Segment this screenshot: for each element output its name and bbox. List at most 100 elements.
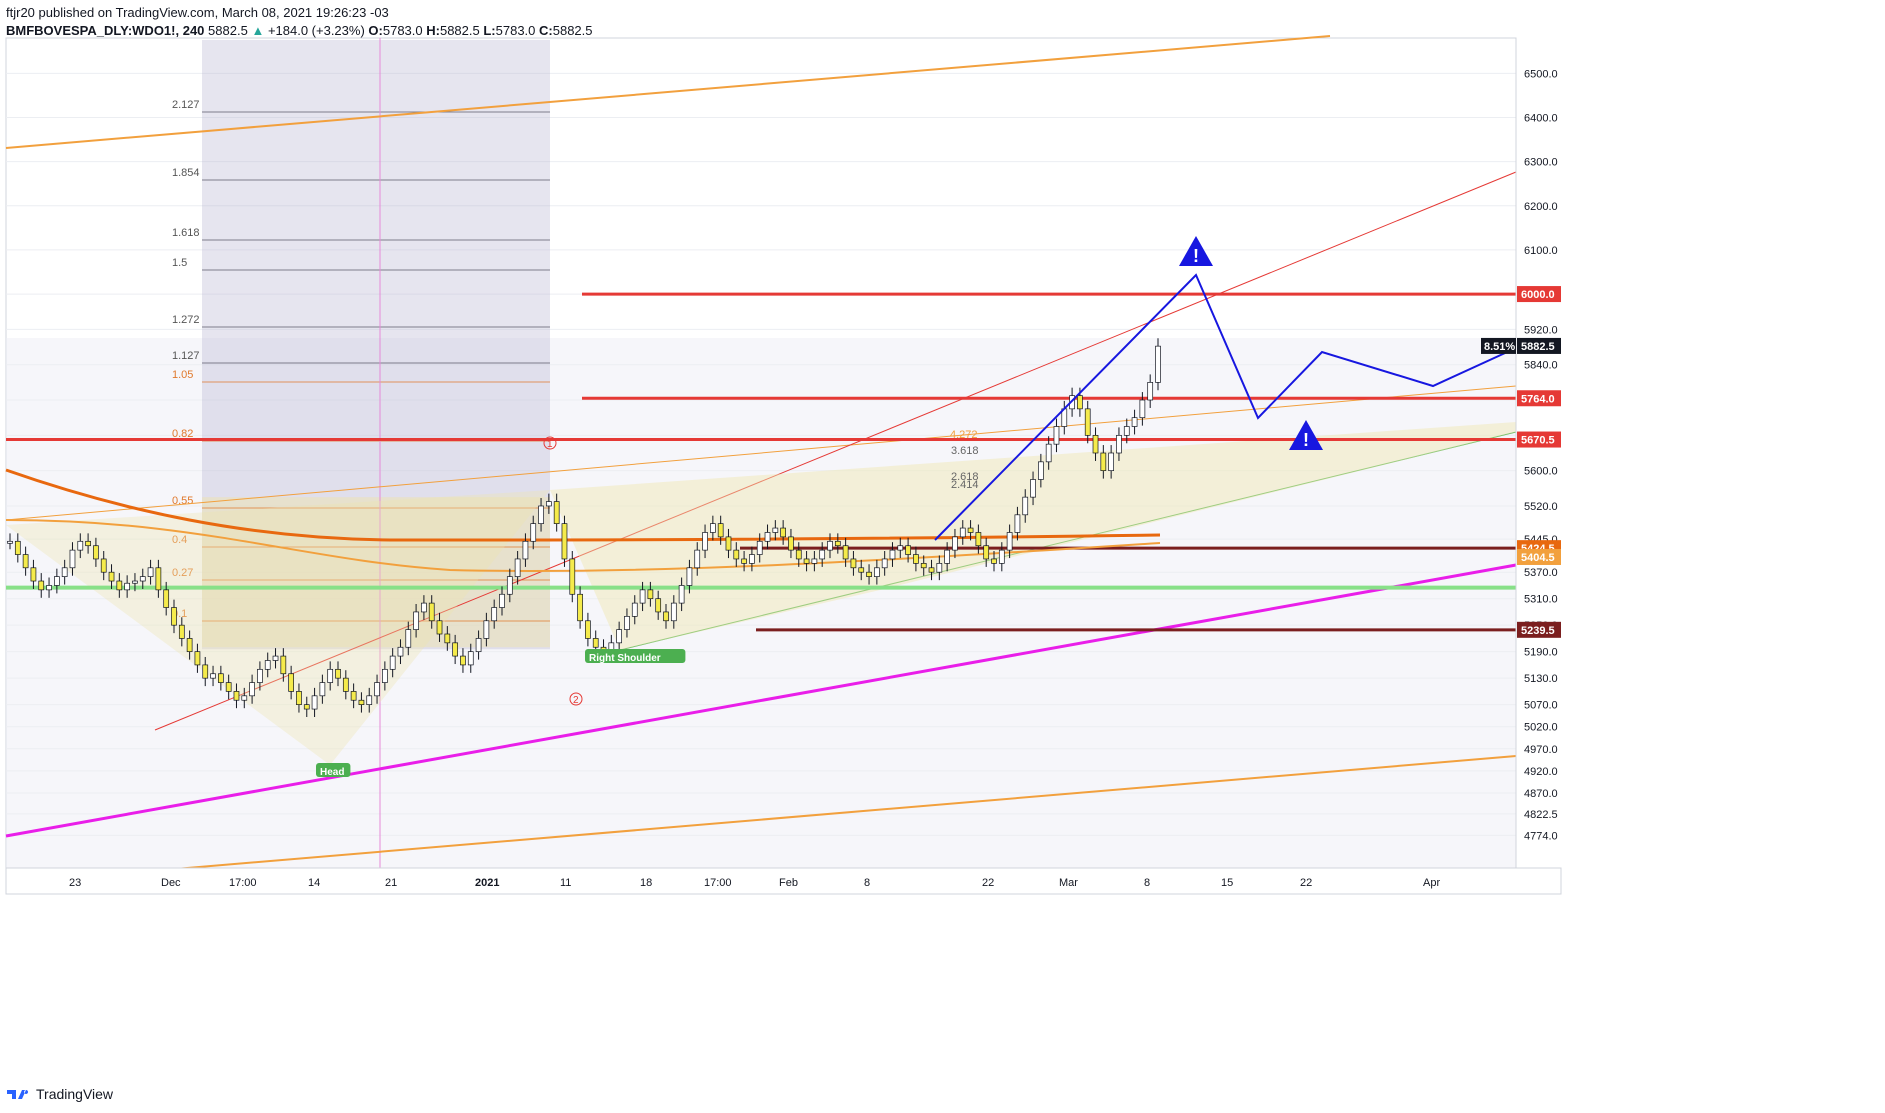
- green-trendline: [619, 431, 1517, 651]
- candle-body: [663, 611, 669, 622]
- candle-body: [178, 624, 185, 639]
- candle-body: [811, 558, 818, 564]
- candle-body: [69, 549, 76, 569]
- candle-body: [366, 695, 373, 705]
- candle-body: [897, 545, 904, 551]
- price-axis-tick-label: 6100.0: [1524, 245, 1558, 257]
- candle-body: [147, 567, 154, 577]
- candle-body: [772, 527, 779, 533]
- price-badge-bg: [1517, 431, 1561, 448]
- price-axis-tick-label: 6200.0: [1524, 201, 1558, 213]
- candle-body: [647, 589, 654, 600]
- candle-body: [686, 567, 693, 586]
- low-value: 5783.0: [495, 23, 536, 38]
- price-axis-tick-label: 5130.0: [1524, 673, 1558, 685]
- price-axis-tick-label: 5600.0: [1524, 466, 1558, 478]
- candle-body: [1038, 461, 1044, 480]
- close-value: 5882.5: [552, 23, 593, 38]
- price-badge-bg: [1517, 548, 1561, 565]
- time-axis-tick-label: 17:00: [229, 877, 257, 889]
- candle-body: [530, 523, 537, 542]
- candle-body: [983, 545, 990, 560]
- time-axis-tick-label: Dec: [161, 877, 181, 889]
- price-axis-tick-label: 4970.0: [1524, 744, 1558, 756]
- pattern-label-bg: [585, 649, 686, 663]
- last-price: 5882.5: [208, 23, 248, 38]
- candle-body: [866, 571, 872, 577]
- candle-body: [827, 540, 833, 551]
- candle-body: [264, 660, 271, 670]
- fib-level-label: 1.127: [172, 350, 200, 362]
- candle-body: [749, 554, 755, 564]
- candle-body: [1006, 532, 1013, 551]
- price-badge: 5404.5: [1521, 552, 1555, 564]
- candle-body: [710, 523, 716, 533]
- candle-body: [1022, 496, 1029, 516]
- candle-body: [93, 545, 99, 560]
- time-axis-tick-label: 22: [982, 877, 994, 889]
- fib-level-label: 1.5: [172, 257, 187, 269]
- price-axis-tick-label: 5840.0: [1524, 360, 1558, 372]
- candle-body: [296, 691, 302, 705]
- candle-body: [428, 602, 435, 622]
- price-axis-tick-label: 5920.0: [1524, 324, 1558, 336]
- brand-name[interactable]: TradingView: [36, 1086, 114, 1102]
- candle-body: [30, 567, 37, 582]
- candle-body: [850, 558, 857, 569]
- time-axis-tick-label: 18: [640, 877, 652, 889]
- fib-level-label: 0.82: [172, 428, 193, 440]
- time-axis-tick-label: 17:00: [704, 877, 732, 889]
- candle-body: [1014, 514, 1021, 533]
- price-badge: 5882.5: [1521, 341, 1555, 353]
- symbol[interactable]: BMFBOVESPA_DLY:WDO1!, 240: [6, 23, 205, 38]
- candle-body: [108, 571, 115, 582]
- moving-average-2: [5, 519, 1161, 572]
- candle-body: [920, 563, 927, 569]
- candle-body: [303, 704, 310, 710]
- price-axis-tick-label: 6300.0: [1524, 157, 1558, 169]
- wave-label: 2: [573, 695, 579, 706]
- candle-body: [1030, 479, 1036, 498]
- price-axis-tick-label: 4822.5: [1524, 809, 1558, 821]
- price-axis-tick-label: 5190.0: [1524, 647, 1558, 659]
- candle-body: [592, 638, 599, 648]
- fib-small-label: 2.618: [951, 471, 979, 483]
- time-axis-tick-label: Feb: [779, 877, 798, 889]
- price-axis-tick-label: 5310.0: [1524, 594, 1558, 606]
- chart-header: ftjr20 published on TradingView.com, Mar…: [6, 4, 593, 40]
- projection-path: [934, 273, 1517, 541]
- candle-body: [1053, 426, 1060, 445]
- candle-body: [913, 554, 919, 564]
- candle-body: [795, 549, 802, 560]
- fib-level-label: 1.618: [172, 227, 200, 239]
- candle-body: [1077, 395, 1083, 410]
- red-trendline: [154, 171, 1517, 731]
- time-axis-tick-label: Apr: [1423, 877, 1440, 889]
- fib-level-label: 1.272: [172, 314, 200, 326]
- candle-body: [7, 540, 13, 544]
- candle-body: [272, 655, 279, 661]
- candle-body: [944, 549, 950, 564]
- candle-body: [928, 567, 935, 573]
- candle-body: [467, 651, 474, 666]
- candle-body: [382, 668, 388, 683]
- price-badge-bg: [1517, 390, 1561, 407]
- candle-body: [499, 593, 505, 608]
- candle-body: [139, 576, 146, 582]
- candle-body: [319, 682, 326, 697]
- fib-small-label: 2.414: [951, 479, 979, 491]
- candle-body: [670, 602, 677, 622]
- candle-body: [506, 576, 513, 595]
- candle-body: [155, 567, 162, 591]
- fib-level-label: 1.854: [172, 167, 200, 179]
- fib-level-label: 0.27: [172, 567, 193, 579]
- candle-body: [483, 620, 490, 639]
- channel-lower-line: [139, 755, 1517, 873]
- candle-body: [100, 558, 107, 573]
- candle-body: [514, 558, 521, 577]
- candle-body: [694, 549, 701, 569]
- candle-body: [475, 638, 482, 653]
- warning-icon-glyph: !: [1193, 246, 1199, 266]
- candle-body: [577, 593, 583, 622]
